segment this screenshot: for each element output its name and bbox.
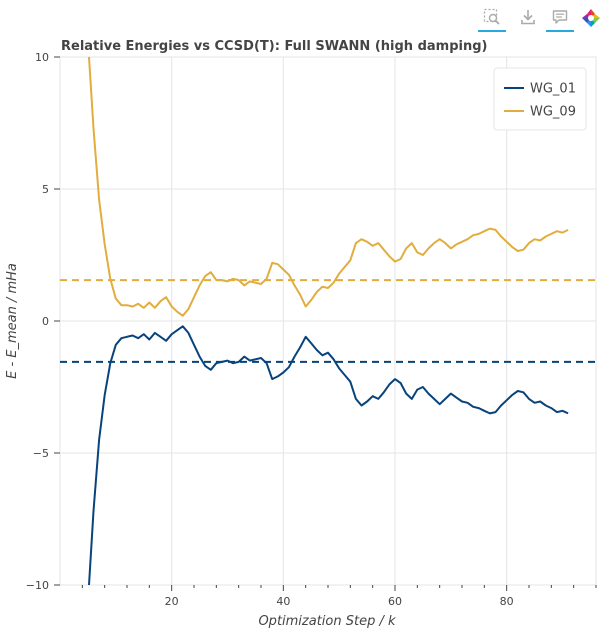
download-icon bbox=[521, 10, 535, 25]
y-tick-label: 0 bbox=[42, 315, 49, 328]
save-tool[interactable] bbox=[514, 4, 542, 32]
bokeh-logo-icon bbox=[582, 9, 600, 27]
hover-tooltip-icon bbox=[552, 10, 568, 24]
bokeh-logo-link[interactable] bbox=[576, 4, 600, 32]
series-lines bbox=[88, 56, 569, 586]
hover-tool[interactable] bbox=[546, 4, 574, 32]
series-line-wg_01 bbox=[88, 325, 569, 586]
legend: WG_01 WG_09 bbox=[493, 67, 587, 131]
grid-lines bbox=[60, 56, 596, 586]
hover-active-indicator bbox=[546, 30, 574, 32]
x-tick-label: 60 bbox=[388, 595, 402, 608]
series-line-wg_09 bbox=[88, 56, 569, 317]
x-axis-ticks: 20 40 60 80 bbox=[81, 585, 597, 608]
x-tick-label: 80 bbox=[500, 595, 514, 608]
x-tick-label: 40 bbox=[276, 595, 290, 608]
x-tick-label: 20 bbox=[165, 595, 179, 608]
y-axis-ticks: −10 −5 0 5 10 bbox=[26, 51, 60, 592]
y-tick-label: 5 bbox=[42, 183, 49, 196]
y-tick-label: 10 bbox=[35, 51, 49, 64]
box-zoom-active-indicator bbox=[478, 30, 506, 32]
x-axis-label: Optimization Step / k bbox=[258, 614, 396, 629]
y-tick-label: −5 bbox=[33, 447, 49, 460]
reference-lines bbox=[60, 279, 596, 363]
legend-label-wg_01: WG_01 bbox=[530, 82, 576, 97]
y-axis-label: E - E_mean / mHa bbox=[5, 263, 20, 379]
box-zoom-tool[interactable] bbox=[478, 4, 506, 32]
chart-toolbar bbox=[478, 4, 600, 32]
box-zoom-icon bbox=[483, 8, 500, 25]
chart-title: Relative Energies vs CCSD(T): Full SWANN… bbox=[61, 39, 487, 54]
legend-label-wg_09: WG_09 bbox=[530, 105, 576, 120]
legend-box bbox=[493, 67, 587, 131]
y-tick-label: −10 bbox=[26, 579, 49, 592]
